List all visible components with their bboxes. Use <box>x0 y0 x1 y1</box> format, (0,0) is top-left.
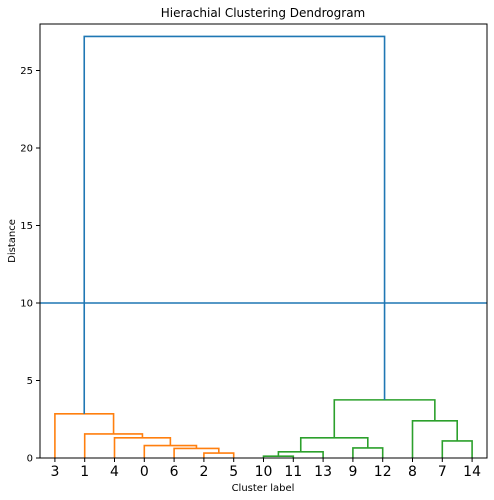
y-axis-label: Distance <box>7 219 18 263</box>
plot-frame <box>39 23 488 459</box>
x-tick-label: 2 <box>199 464 208 480</box>
x-axis-label: Cluster label <box>232 483 295 494</box>
y-tick-label: 0 <box>27 454 33 465</box>
x-tick-label: 4 <box>110 464 119 480</box>
x-tick-label: 11 <box>284 464 302 480</box>
y-tick-label: 10 <box>20 299 33 310</box>
plot-area <box>40 24 487 458</box>
dendrogram-link <box>83 35 386 414</box>
x-tick-label: 7 <box>438 464 447 480</box>
x-tick-label: 3 <box>50 464 59 480</box>
x-tick-label: 9 <box>348 464 357 480</box>
y-tick-label: 15 <box>20 221 33 232</box>
x-tick-label: 10 <box>255 464 273 480</box>
x-tick-label: 12 <box>374 464 392 480</box>
x-tick-label: 5 <box>229 464 238 480</box>
x-tick-label: 0 <box>140 464 149 480</box>
y-tick-label: 25 <box>20 66 33 77</box>
chart-title: Hierachial Clustering Dendrogram <box>161 6 365 20</box>
x-tick-label: 6 <box>170 464 179 480</box>
y-tick-label: 20 <box>20 144 33 155</box>
x-tick-label: 14 <box>463 464 481 480</box>
dendrogram-links <box>54 35 473 458</box>
y-tick-label: 5 <box>27 376 33 387</box>
x-tick-label: 8 <box>408 464 417 480</box>
x-tick-label: 13 <box>314 464 332 480</box>
x-tick-label: 1 <box>80 464 89 480</box>
